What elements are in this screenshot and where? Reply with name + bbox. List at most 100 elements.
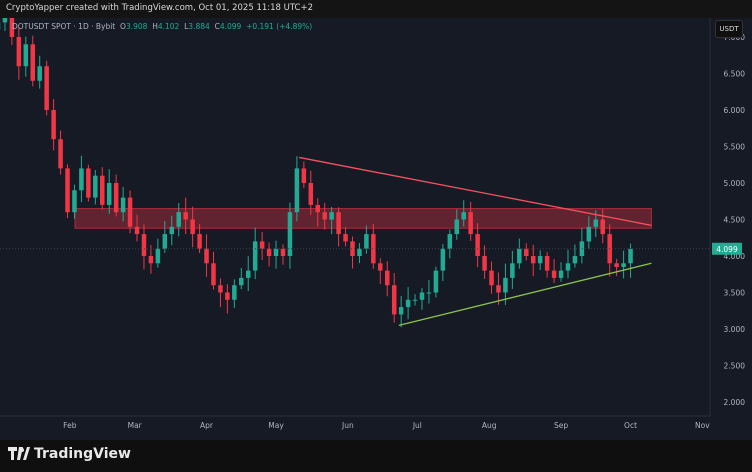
candle	[204, 234, 209, 277]
candle	[239, 267, 244, 290]
candle	[266, 242, 272, 267]
candle-body	[211, 263, 216, 286]
change-value: +0.191 (+4.89%)	[246, 22, 313, 31]
candle	[496, 272, 501, 305]
candle	[134, 214, 140, 242]
high-value: 4.102	[157, 22, 180, 31]
candle	[544, 251, 550, 278]
symbol-label[interactable]: DOTUSDT SPOT · 1D · Bybit	[12, 22, 116, 31]
candle	[364, 225, 369, 254]
candle-body	[252, 241, 258, 271]
price-chart[interactable]: 2.000 2.500 3.000 3.500 4.000 4.500 5.000 5.500…	[0, 0, 752, 440]
candle-body	[239, 277, 244, 286]
candle	[600, 208, 605, 244]
candle-body	[524, 248, 529, 256]
candle	[232, 279, 237, 308]
ohlc-legend: DOTUSDT SPOT · 1D · Bybit O3.908 H4.102 …	[12, 22, 312, 31]
candle	[273, 240, 279, 269]
candle	[162, 220, 168, 253]
candle	[579, 227, 585, 264]
candle	[100, 167, 105, 210]
candle	[572, 244, 578, 268]
x-tick-label: May	[268, 421, 284, 430]
candle-body	[489, 270, 494, 286]
candle-body	[134, 226, 140, 235]
candle-body	[30, 44, 36, 81]
open-value: 3.908	[125, 22, 148, 31]
candle	[510, 250, 515, 289]
candle	[127, 190, 133, 234]
candle-body	[357, 248, 362, 256]
candle-body	[232, 285, 237, 300]
candle-body	[447, 234, 453, 249]
candle	[371, 223, 376, 269]
currency-button[interactable]: USDT	[715, 20, 743, 38]
candle	[343, 227, 348, 247]
candle-body	[593, 219, 599, 227]
candle-body	[350, 241, 355, 256]
candle	[141, 224, 147, 270]
y-tick-label: 5.000	[724, 179, 746, 188]
candle-body	[468, 212, 473, 235]
tradingview-logo-icon	[8, 447, 30, 460]
candle	[252, 227, 258, 280]
candle-body	[308, 183, 314, 205]
candle	[440, 244, 446, 281]
candle	[628, 243, 633, 278]
candle	[405, 287, 411, 320]
low-value: 3.884	[188, 22, 210, 31]
candle-body	[141, 234, 147, 256]
candle	[308, 170, 314, 215]
candle-body	[503, 277, 508, 293]
candle-body	[586, 226, 592, 242]
candle	[86, 164, 91, 202]
candle	[329, 206, 334, 235]
candle	[537, 250, 543, 271]
candle	[197, 224, 202, 253]
candle	[350, 236, 355, 269]
y-tick-label: 2.500	[724, 362, 746, 371]
candle	[475, 223, 480, 268]
brand-name: TradingView	[34, 446, 131, 462]
y-tick-label: 4.000	[724, 252, 746, 261]
candle-body	[551, 270, 557, 278]
candle	[398, 295, 404, 328]
candle-body	[106, 183, 112, 205]
candle-body	[364, 234, 369, 249]
candle-body	[419, 292, 425, 300]
candle-body	[315, 204, 320, 213]
candle	[524, 243, 529, 261]
candle-body	[169, 226, 175, 235]
last-price-badge	[712, 242, 742, 255]
candle-body	[440, 248, 446, 271]
candle-body	[294, 168, 300, 213]
candle	[336, 207, 341, 247]
candle	[378, 258, 383, 284]
candle	[37, 55, 42, 89]
candle	[155, 238, 161, 268]
candle-body	[51, 110, 56, 140]
x-tick-label: Aug	[482, 421, 497, 430]
chart-area[interactable]: 2.000 2.500 3.000 3.500 4.000 4.500 5.000 5.500…	[0, 0, 752, 440]
footer	[0, 440, 752, 472]
x-tick-label: Jun	[341, 421, 354, 430]
candle	[419, 287, 425, 310]
candle-body	[218, 285, 223, 293]
candle	[489, 261, 494, 294]
candle	[322, 202, 327, 230]
candle-body	[204, 248, 209, 264]
candle	[294, 156, 300, 222]
candle-body	[385, 270, 390, 286]
candle-body	[475, 234, 480, 256]
candle	[176, 203, 181, 237]
tradingview-logo[interactable]: TradingView	[8, 446, 131, 462]
candle-body	[628, 248, 633, 264]
x-tick-label: Feb	[63, 421, 77, 430]
low-label: L	[184, 22, 189, 31]
candle-body	[517, 248, 522, 264]
candle-body	[454, 219, 460, 235]
candle-body	[343, 234, 348, 242]
candle-body	[44, 66, 49, 110]
candle-body	[245, 270, 251, 278]
candle-body	[537, 256, 543, 264]
